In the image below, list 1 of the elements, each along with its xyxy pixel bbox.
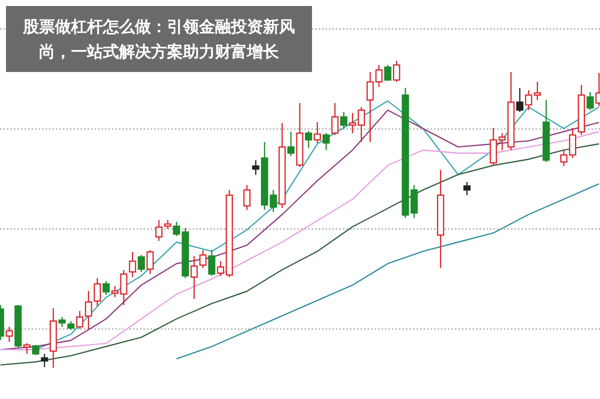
- chart-title: 股票做杠杆怎么做：引领金融投资新风尚，一站式解决方案助力财富增长: [6, 6, 312, 72]
